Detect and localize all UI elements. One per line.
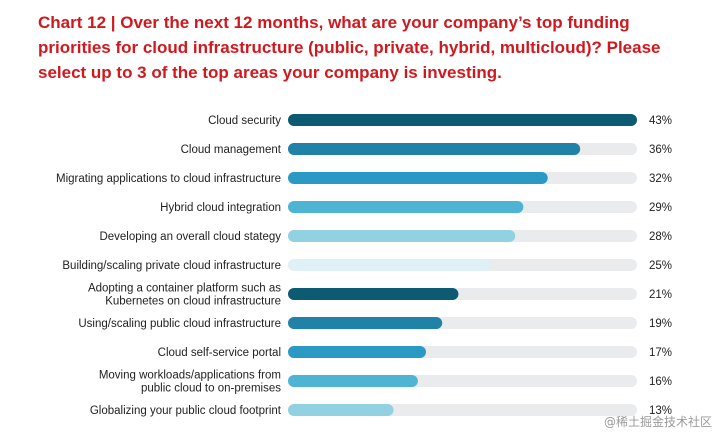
bar bbox=[288, 288, 459, 300]
value-label: 25% bbox=[649, 260, 672, 272]
category-label: Hybrid cloud integration bbox=[160, 202, 281, 214]
bar bbox=[288, 317, 443, 329]
category-label: Using/scaling public cloud infrastructur… bbox=[78, 318, 281, 330]
bar bbox=[288, 114, 637, 126]
category-label: Adopting a container platform such as Kub… bbox=[88, 283, 281, 308]
category-label: Cloud security bbox=[208, 115, 281, 127]
bar bbox=[288, 230, 516, 242]
category-label: Moving workloads/applications from public… bbox=[99, 370, 281, 395]
category-label: Cloud self-service portal bbox=[158, 347, 281, 359]
chart-title: Chart 12 | Over the next 12 months, what… bbox=[38, 13, 661, 82]
category-label: Globalizing your public cloud footprint bbox=[90, 405, 282, 417]
category-label: Migrating applications to cloud infrastr… bbox=[56, 173, 281, 185]
category-label: Cloud management bbox=[181, 144, 282, 156]
value-label: 16% bbox=[649, 376, 672, 388]
bar bbox=[288, 172, 548, 184]
bar bbox=[288, 259, 491, 271]
bar bbox=[288, 404, 394, 416]
bar bbox=[288, 375, 418, 387]
bar bbox=[288, 346, 426, 358]
bar bbox=[288, 201, 524, 213]
value-label: 13% bbox=[649, 405, 672, 417]
category-label: Building/scaling private cloud infrastru… bbox=[62, 260, 281, 272]
value-label: 32% bbox=[649, 173, 672, 185]
value-label: 28% bbox=[649, 231, 672, 243]
watermark-text: @稀土掘金技术社区 bbox=[603, 415, 712, 429]
bar bbox=[288, 143, 581, 155]
category-label: Developing an overall cloud stategy bbox=[99, 231, 281, 243]
value-label: 36% bbox=[649, 144, 672, 156]
value-label: 29% bbox=[649, 202, 672, 214]
value-label: 43% bbox=[649, 115, 672, 127]
value-label: 19% bbox=[649, 318, 672, 330]
value-label: 17% bbox=[649, 347, 672, 359]
value-label: 21% bbox=[649, 289, 672, 301]
